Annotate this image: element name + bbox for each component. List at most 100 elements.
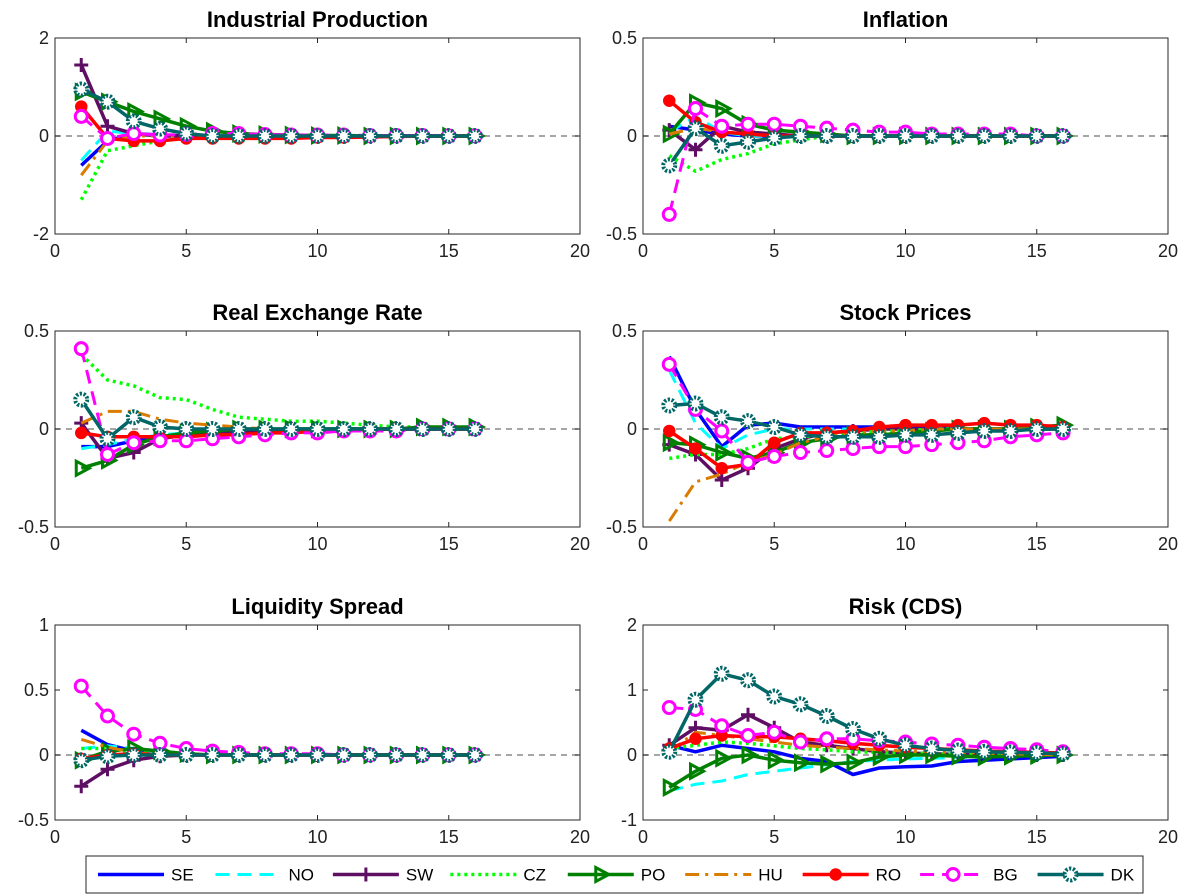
- point-sw-1: [74, 57, 89, 72]
- point-dk-12: [950, 742, 966, 759]
- x-tick-label: 20: [1158, 241, 1178, 261]
- y-tick-label: -1: [621, 810, 637, 830]
- legend-item-se: SE: [98, 866, 194, 885]
- point-dk-2: [687, 691, 704, 708]
- point-dk-9: [283, 747, 300, 763]
- point-dk-2: [99, 748, 116, 765]
- point-po-1: [74, 458, 93, 478]
- point-dk-13: [388, 747, 405, 763]
- series-line-bg: [668, 363, 1064, 464]
- point-dk-13: [388, 421, 405, 437]
- point-po-7: [820, 754, 838, 774]
- point-bg-2: [100, 708, 115, 724]
- point-dk-7: [818, 128, 835, 144]
- point-bg-3: [126, 726, 142, 742]
- point-ro-1: [663, 424, 676, 438]
- point-po-5: [767, 750, 786, 770]
- x-tick-label: 10: [307, 534, 327, 554]
- point-dk-15: [1028, 128, 1045, 144]
- point-dk-9: [283, 421, 300, 437]
- point-dk-6: [204, 128, 221, 144]
- point-dk-5: [766, 688, 783, 705]
- x-tick-label: 15: [439, 534, 459, 554]
- x-tick-label: 5: [181, 827, 191, 847]
- point-bg-1: [661, 206, 677, 222]
- point-dk-9: [871, 428, 888, 445]
- point-bg-4: [740, 116, 756, 132]
- point-dk-1: [661, 743, 678, 760]
- x-tick-label: 10: [307, 827, 327, 847]
- y-tick-label: 0: [627, 126, 637, 146]
- point-bg-1: [661, 700, 677, 716]
- legend-label-hu: HU: [758, 866, 783, 885]
- point-dk-12: [362, 747, 378, 763]
- x-tick-label: 5: [769, 827, 779, 847]
- point-dk-16: [467, 128, 483, 144]
- point-bg-4: [740, 454, 756, 470]
- point-dk-7: [230, 128, 247, 144]
- point-bg-3: [714, 118, 730, 134]
- point-dk-3: [713, 409, 730, 426]
- series-dk: [661, 395, 1071, 445]
- panel-title: Inflation: [863, 7, 949, 32]
- point-dk-10: [897, 426, 914, 443]
- x-tick-label: 10: [895, 241, 915, 261]
- point-bg-5: [766, 448, 782, 464]
- x-tick-label: 20: [570, 534, 590, 554]
- point-dk-3: [125, 113, 142, 130]
- point-dk-1: [661, 397, 678, 414]
- series-group: [661, 355, 1075, 522]
- point-sw-4: [741, 707, 755, 722]
- point-dk-5: [766, 129, 783, 146]
- point-dk-9: [283, 128, 300, 144]
- point-dk-4: [152, 419, 168, 436]
- series-line-ro: [668, 421, 1064, 470]
- point-dk-8: [845, 428, 861, 445]
- x-tick-label: 15: [1027, 241, 1047, 261]
- point-bg-5: [766, 116, 782, 132]
- y-tick-label: 2: [39, 28, 49, 48]
- series-line-dk: [79, 398, 475, 441]
- y-tick-label: 0.5: [612, 28, 637, 48]
- legend-label-bg: BG: [993, 866, 1018, 885]
- point-po-4: [741, 745, 760, 765]
- point-po-3: [715, 99, 733, 119]
- legend-marker-ro: [829, 868, 842, 881]
- plot-area: [55, 625, 580, 820]
- point-dk-2: [687, 120, 704, 137]
- y-tick-label: 0.5: [24, 321, 49, 341]
- y-tick-label: 0.5: [612, 321, 637, 341]
- series-hu: [668, 427, 1063, 522]
- point-dk-7: [818, 708, 835, 724]
- point-dk-11: [335, 421, 352, 437]
- legend-label-sw: SW: [406, 866, 433, 885]
- x-tick-label: 5: [181, 534, 191, 554]
- point-dk-7: [818, 428, 835, 445]
- point-dk-10: [897, 128, 914, 144]
- series-line-dk: [669, 401, 1063, 439]
- point-sw-2: [688, 142, 703, 157]
- legend: SE NO SW CZ PO HU RO BG DK: [85, 855, 1144, 894]
- point-dk-15: [1028, 745, 1045, 762]
- point-dk-5: [178, 125, 195, 142]
- point-dk-15: [440, 747, 457, 763]
- point-dk-8: [845, 721, 861, 737]
- point-dk-6: [792, 128, 809, 144]
- series-line-dk: [667, 126, 1063, 167]
- point-ro-2: [689, 442, 702, 455]
- series-group: [73, 678, 487, 794]
- series-line-hu: [668, 427, 1063, 522]
- legend-item-ro: RO: [802, 866, 901, 885]
- point-ro-5: [768, 436, 781, 449]
- legend-label-po: PO: [641, 866, 666, 885]
- point-dk-6: [792, 696, 809, 713]
- legend-item-bg: BG: [920, 866, 1018, 885]
- point-dk-4: [740, 413, 756, 430]
- point-dk-13: [976, 743, 993, 760]
- y-tick-label: 0.5: [24, 680, 49, 700]
- point-dk-16: [1055, 128, 1071, 144]
